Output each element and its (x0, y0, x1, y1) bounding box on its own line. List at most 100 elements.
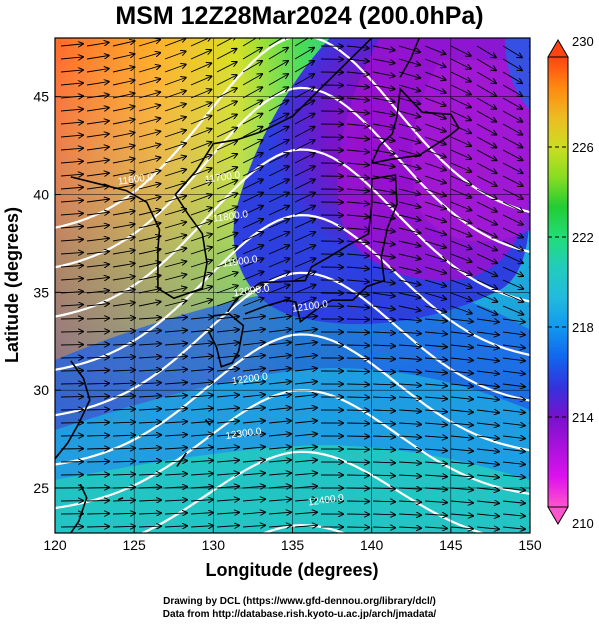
wind-arrow (450, 162, 471, 172)
wind-arrow (138, 197, 160, 203)
wind-arrow (216, 193, 237, 203)
wind-arrow (528, 149, 530, 152)
wind-arrow (476, 279, 497, 289)
wind-arrow (424, 201, 446, 209)
wind-arrow (86, 264, 109, 267)
wind-arrow (190, 247, 212, 255)
wind-arrow (216, 49, 236, 60)
contour-label: 11800.0 (212, 209, 249, 225)
wind-arrow (294, 473, 317, 475)
wind-arrow (138, 383, 161, 384)
wind-arrow (164, 104, 186, 112)
wind-arrow (502, 240, 523, 250)
wind-arrow (138, 210, 160, 216)
y-tick-label: 35 (33, 284, 49, 300)
colorbar-tick-label: 230 (572, 34, 594, 49)
wind-arrow (190, 526, 213, 527)
wind-arrow (112, 318, 135, 319)
wind-arrow (346, 384, 369, 385)
wind-arrow (164, 78, 186, 86)
wind-arrow (268, 342, 291, 345)
wind-arrow (398, 319, 421, 321)
coastline (55, 360, 91, 460)
wind-arrow (502, 188, 523, 199)
wind-arrow (60, 305, 83, 306)
wind-arrow (60, 70, 83, 72)
wind-arrow (86, 331, 109, 332)
wind-arrow (476, 527, 499, 529)
wind-arrow (86, 95, 109, 99)
wind-arrow (164, 143, 186, 151)
wind-arrow (346, 293, 369, 295)
wind-arrow (398, 332, 421, 334)
wind-arrow (502, 71, 522, 83)
coastline (207, 313, 245, 368)
credit-data: Data from http://database.rish.kyoto-u.a… (162, 609, 437, 620)
wind-arrow (190, 473, 213, 475)
wind-arrow (190, 208, 212, 216)
wind-arrow (424, 319, 447, 321)
wind-arrow (502, 110, 522, 122)
wind-arrow (86, 147, 109, 150)
wind-arrow (268, 368, 291, 371)
wind-arrow (190, 116, 211, 125)
wind-arrow (476, 175, 497, 186)
contour-label: 12300.0 (225, 426, 263, 442)
wind-arrow (164, 169, 186, 177)
wind-arrow (528, 253, 530, 255)
wind-arrow (190, 343, 213, 345)
wind-arrow (450, 475, 473, 477)
wind-arrow (502, 214, 523, 225)
wind-arrow (216, 434, 239, 436)
wind-arrow (372, 266, 395, 270)
wind-arrow (294, 232, 315, 242)
wind-arrow (190, 260, 212, 268)
wind-arrow (398, 175, 420, 181)
wind-arrow (86, 121, 109, 124)
wind-arrow (190, 63, 211, 73)
wind-arrow (138, 249, 160, 255)
colorbar-tick-label: 214 (572, 410, 594, 425)
wind-arrow (450, 462, 473, 464)
wind-arrow (528, 97, 530, 100)
wind-arrow (346, 254, 369, 256)
wind-arrow (60, 135, 83, 137)
wind-arrow (268, 434, 291, 436)
wind-arrow (424, 397, 447, 399)
wind-arrow (476, 97, 496, 109)
wind-arrow (502, 332, 525, 335)
wind-arrow (502, 449, 525, 451)
wind-arrow (502, 410, 525, 413)
wind-arrow (268, 285, 289, 294)
wind-arrow (190, 168, 212, 177)
wind-arrow (112, 435, 135, 436)
wind-arrow (372, 162, 395, 167)
wind-arrow (528, 513, 530, 515)
wind-arrow (346, 150, 369, 152)
wind-arrow (138, 396, 161, 397)
wind-arrow (164, 65, 186, 73)
wind-arrow (502, 423, 525, 426)
wind-arrow (372, 449, 395, 450)
wind-arrow (86, 461, 109, 462)
wind-arrow (476, 488, 499, 490)
wind-arrow (398, 436, 421, 437)
wind-arrow (268, 499, 291, 501)
wind-arrow (86, 513, 109, 514)
wind-arrow (450, 358, 473, 360)
contour-label: 12100.0 (291, 299, 329, 315)
wind-arrow (398, 279, 420, 285)
wind-arrow (502, 253, 523, 263)
y-tick-label: 25 (33, 480, 49, 496)
wind-arrow (242, 382, 265, 384)
wind-arrow (294, 166, 315, 177)
page-title: MSM 12Z28Mar2024 (200.0hPa) (115, 2, 484, 30)
x-tick-label: 130 (202, 537, 226, 553)
wind-arrow (528, 279, 530, 281)
wind-arrow (372, 332, 395, 333)
wind-arrow (164, 274, 186, 281)
wind-arrow (138, 275, 161, 281)
wind-arrow (112, 250, 135, 255)
wind-arrow (502, 345, 525, 348)
wind-arrow (372, 123, 395, 128)
